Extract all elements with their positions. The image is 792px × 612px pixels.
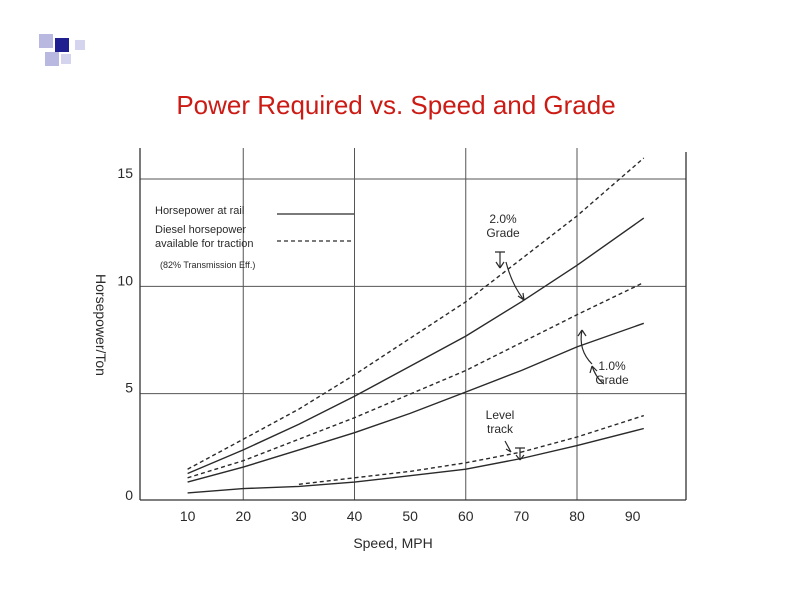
x-tick-label: 90 [625,508,641,524]
slide-bullet-decoration [39,34,85,66]
y-tick-label: 10 [117,272,133,288]
y-tick-label: 5 [125,380,133,396]
annotation-label: 2.0% [489,212,517,226]
legend-label: Diesel horsepower [155,224,246,236]
axes [139,148,687,501]
legend-label: available for traction [155,238,253,250]
series-line [187,157,645,470]
series-line [187,322,645,483]
grid-lines [140,148,686,500]
series-line [298,414,645,485]
x-tick-label: 80 [569,508,585,524]
annotation-label: Level [486,408,515,422]
annotation-arrow [504,440,512,453]
annotation-label: track [487,422,514,436]
x-tick-label: 20 [235,508,251,524]
x-tick-label: 10 [180,508,196,524]
annotation-label: Grade [486,226,520,240]
series-line [187,217,645,475]
legend-note: (82% Transmission Eff.) [160,260,255,270]
tick-labels: 10 20 30 40 50 60 70 80 90 0 5 10 15 [117,165,640,524]
series-lines [187,157,645,494]
y-axis-label: Horsepower/Ton [93,274,109,376]
y-tick-label: 0 [125,487,133,503]
x-tick-label: 60 [458,508,474,524]
annotation-arrow [515,447,525,461]
x-tick-label: 70 [514,508,530,524]
legend-label: Horsepower at rail [155,205,244,217]
annotation-label: 1.0% [598,359,626,373]
annotation-arrow [495,251,505,269]
x-tick-label: 30 [291,508,307,524]
page-title: Power Required vs. Speed and Grade [176,90,616,120]
series-line [187,427,644,494]
series-line [187,281,645,479]
annotation-arrow [505,261,525,301]
x-tick-label: 50 [402,508,418,524]
x-tick-label: 40 [347,508,363,524]
annotation-arrow [589,365,605,385]
x-axis-label: Speed, MPH [353,535,432,551]
annotation-arrow [577,329,593,365]
legend: Horsepower at rail Diesel horsepower avail… [155,205,354,270]
y-tick-label: 15 [117,165,133,181]
